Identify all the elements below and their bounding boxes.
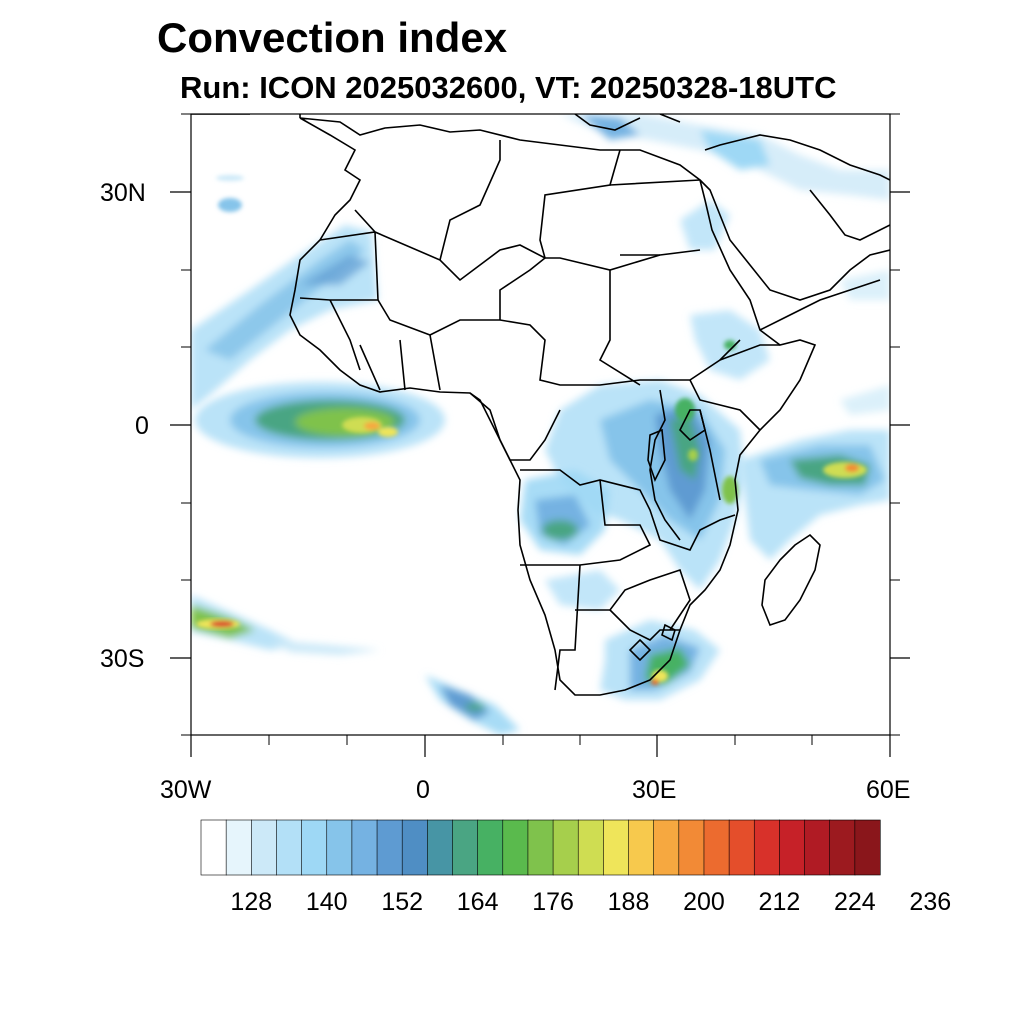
colorbar-tick-label: 140 [305,888,348,916]
east-africa-lakes [545,310,770,590]
colorbar-swatch [351,819,378,876]
colorbar-swatch [251,819,278,876]
colorbar-swatch [854,819,881,876]
lat-label-30n: 30N [100,179,146,207]
colorbar-swatch [527,819,554,876]
colorbar-tick-label: 176 [532,888,574,916]
colorbar-tick-label: 224 [833,888,876,916]
colorbar-swatch [603,819,630,876]
colorbar-swatch [276,819,303,876]
colorbar-swatch [376,819,403,876]
colorbar-swatch [200,819,227,876]
colorbar-tick-label: 212 [758,888,801,916]
colorbar-tick-label: 188 [607,888,650,916]
colorbar-tick-label: 200 [683,888,725,916]
colorbar [200,819,881,876]
lon-label-30e: 30E [632,776,677,804]
southwest-cape-band [425,675,520,735]
colorbar-swatch [728,819,755,876]
colorbar-swatch [628,819,655,876]
colorbar-swatch [829,819,856,876]
gulf-of-guinea [195,382,445,458]
colorbar-tick-label: 152 [381,888,424,916]
colorbar-swatch [753,819,781,876]
colorbar-tick-label: 164 [456,888,499,916]
lat-label-equator: 0 [135,412,149,440]
lon-label-60e: 60E [866,776,911,804]
colorbar-swatch [779,819,806,876]
colorbar-swatch [703,819,730,876]
convection-field [191,114,890,735]
west-africa-atlantic-band [191,225,378,410]
colorbar-swatch [804,819,831,876]
south-africa [600,620,720,700]
colorbar-swatch [577,819,604,876]
colorbar-swatch [401,819,428,876]
colorbar-swatch [225,819,252,876]
colorbar-tick-label: 236 [909,888,952,916]
colorbar-swatch [326,819,353,876]
colorbar-swatch [301,819,328,876]
lat-label-30s: 30S [100,645,145,673]
colorbar-swatch [552,819,579,876]
map-title: Convection index [157,14,508,61]
coastlines [191,114,890,696]
map-frame [170,113,910,757]
middle-east-band [560,114,890,415]
colorbar-swatch [427,819,454,876]
lon-label-30w: 30W [160,776,212,804]
colorbar-swatch [678,819,705,876]
map-subtitle: Run: ICON 2025032600, VT: 20250328-18UTC [180,70,837,105]
lon-label-0: 0 [416,776,430,804]
colorbar-swatch [653,819,680,876]
colorbar-swatch [452,819,479,876]
colorbar-tick-label: 128 [230,888,273,916]
angola-zambia [520,470,610,555]
colorbar-swatch [477,819,504,876]
colorbar-swatch [502,819,529,876]
